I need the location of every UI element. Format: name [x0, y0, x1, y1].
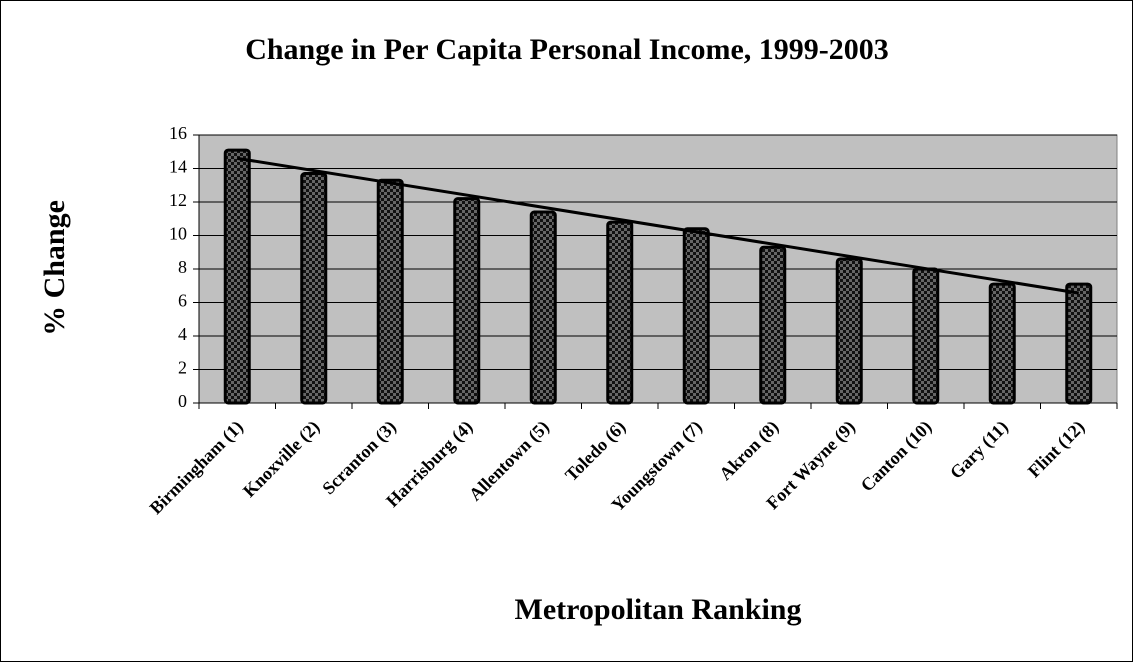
x-axis-title: Metropolitan Ranking [515, 593, 802, 626]
bar [759, 245, 787, 405]
y-axis-title: % Change [38, 200, 71, 336]
y-tick-label: 6 [178, 291, 187, 311]
y-tick-label: 10 [169, 224, 187, 244]
bar [453, 197, 481, 405]
y-tick-label: 0 [178, 391, 187, 411]
y-tick-label: 8 [178, 257, 187, 277]
chart-title: Change in Per Capita Personal Income, 19… [245, 33, 889, 66]
bar [1065, 282, 1093, 405]
bar [835, 257, 863, 405]
y-tick-label: 14 [169, 157, 187, 177]
y-tick-label: 16 [169, 123, 187, 143]
y-tick-label: 4 [178, 324, 187, 344]
bar [606, 220, 634, 405]
y-tick-label: 12 [169, 190, 187, 210]
bar [912, 267, 940, 405]
bar [300, 172, 328, 405]
bar [988, 282, 1016, 405]
trend-line [237, 156, 1079, 295]
bar [223, 148, 251, 405]
bar [682, 227, 710, 405]
bar [529, 210, 557, 405]
y-tick-label: 2 [178, 358, 187, 378]
bar [376, 178, 404, 405]
